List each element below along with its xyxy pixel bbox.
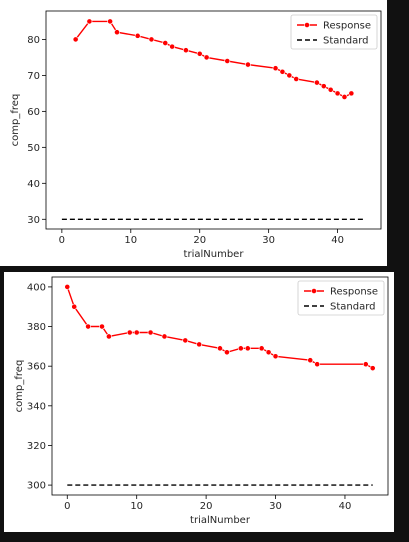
- data-point: [245, 62, 250, 67]
- y-tick-label: 60: [27, 107, 40, 118]
- data-point: [266, 350, 271, 355]
- data-point: [148, 330, 153, 335]
- y-tick-label: 70: [27, 71, 40, 82]
- x-tick-label: 40: [331, 235, 344, 246]
- y-tick-label: 400: [27, 282, 46, 293]
- y-tick-label: 80: [27, 35, 40, 46]
- legend-marker: [311, 288, 316, 293]
- data-point: [238, 346, 243, 351]
- x-tick-label: 10: [130, 501, 143, 512]
- data-point: [225, 58, 230, 63]
- data-point: [106, 334, 111, 339]
- data-point: [162, 334, 167, 339]
- data-point: [308, 358, 313, 363]
- y-tick-label: 360: [27, 362, 46, 373]
- data-point: [183, 48, 188, 53]
- data-point: [197, 342, 202, 347]
- data-point: [170, 44, 175, 49]
- x-tick-label: 30: [262, 235, 275, 246]
- data-point: [108, 19, 113, 24]
- data-point: [224, 350, 229, 355]
- x-tick-label: 0: [59, 235, 65, 246]
- y-tick-label: 40: [27, 179, 40, 190]
- data-point: [87, 19, 92, 24]
- y-tick-label: 50: [27, 143, 40, 154]
- y-tick-label: 380: [27, 322, 46, 333]
- legend-label: Standard: [330, 302, 376, 313]
- data-point: [114, 30, 119, 35]
- data-point: [127, 330, 132, 335]
- y-tick-label: 300: [27, 481, 46, 492]
- data-point: [73, 37, 78, 42]
- data-point: [273, 66, 278, 71]
- data-point: [135, 33, 140, 38]
- legend-label: Standard: [323, 36, 369, 47]
- data-point: [259, 346, 264, 351]
- y-axis-label: comp_freq: [10, 94, 21, 147]
- y-tick-label: 340: [27, 401, 46, 412]
- data-point: [134, 330, 139, 335]
- data-point: [363, 362, 368, 367]
- x-tick-label: 40: [339, 501, 352, 512]
- y-tick-label: 30: [27, 215, 40, 226]
- data-point: [85, 324, 90, 329]
- data-point: [314, 80, 319, 85]
- x-tick-label: 20: [193, 235, 206, 246]
- legend: Response Standard: [291, 15, 377, 49]
- data-point: [245, 346, 250, 351]
- data-point: [342, 94, 347, 99]
- x-tick-label: 20: [200, 501, 213, 512]
- data-point: [315, 362, 320, 367]
- legend-marker: [304, 22, 309, 27]
- data-point: [370, 366, 375, 371]
- y-axis-label: comp_freq: [14, 360, 25, 413]
- data-point: [183, 338, 188, 343]
- x-axis-label: trialNumber: [184, 249, 245, 260]
- data-point: [287, 73, 292, 78]
- data-point: [217, 346, 222, 351]
- x-tick-label: 30: [269, 501, 282, 512]
- data-point: [328, 87, 333, 92]
- chart-1: 0 10 20 30 40 30 40 50 60 70 80 trialNumber comp_fre…: [0, 0, 387, 266]
- y-tick-label: 320: [27, 441, 46, 452]
- x-axis-label: trialNumber: [190, 515, 251, 526]
- data-point: [149, 37, 154, 42]
- chart-panel-1: 0 10 20 30 40 30 40 50 60 70 80 trialNumber comp_fre…: [0, 0, 387, 266]
- data-point: [72, 304, 77, 309]
- chart-panel-2: 0 10 20 30 40 300 320 340 360 380 400 trialNumber co…: [4, 272, 394, 532]
- data-point: [204, 55, 209, 60]
- data-point: [280, 69, 285, 74]
- x-tick-label: 0: [64, 501, 70, 512]
- data-point: [99, 324, 104, 329]
- legend: Response Standard: [298, 281, 384, 315]
- data-point: [321, 84, 326, 89]
- x-tick-label: 10: [124, 235, 137, 246]
- data-point: [163, 40, 168, 45]
- legend-label: Response: [323, 21, 371, 32]
- data-point: [349, 91, 354, 96]
- data-point: [65, 284, 70, 289]
- legend-label: Response: [330, 287, 378, 298]
- chart-2: 0 10 20 30 40 300 320 340 360 380 400 trialNumber co…: [4, 272, 394, 532]
- data-point: [335, 91, 340, 96]
- data-point: [197, 51, 202, 56]
- data-point: [294, 76, 299, 81]
- data-point: [273, 354, 278, 359]
